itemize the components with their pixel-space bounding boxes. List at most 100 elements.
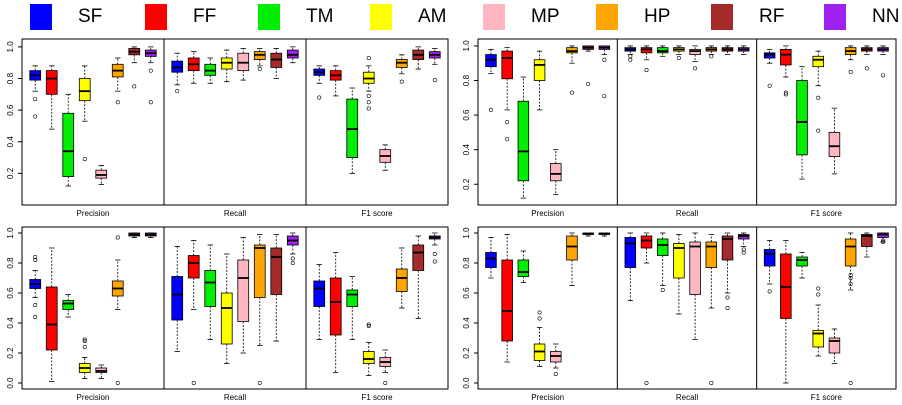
outlier-point (366, 100, 371, 105)
chart-legend: SF FF TM AM MP HP RF NN (0, 0, 902, 34)
outlier-point (366, 323, 371, 328)
y-tick-label: 0.4 (462, 144, 471, 156)
outlier-point (783, 92, 788, 97)
outlier-point (881, 238, 886, 243)
box-rf (412, 46, 425, 70)
box-ff (640, 45, 653, 73)
outlier-point (257, 380, 262, 385)
legend-swatch (258, 4, 280, 30)
outlier-point (569, 90, 574, 95)
box-tm (796, 66, 808, 180)
outlier-point (725, 295, 730, 300)
box-hp (844, 45, 857, 74)
outlier-point (33, 302, 38, 307)
box-ff (187, 51, 200, 84)
outlier-point (741, 250, 746, 255)
box-tm (517, 76, 530, 199)
outlier-point (660, 288, 665, 293)
box-am (362, 55, 375, 111)
x-group-label: Recall (676, 393, 698, 402)
box-mp (550, 149, 562, 196)
box-rf (721, 232, 734, 310)
legend-label: NN (872, 6, 900, 27)
box-iqr (45, 70, 58, 95)
outlier-point (175, 89, 180, 94)
box-iqr (812, 55, 824, 68)
legend-label: MP (531, 6, 560, 27)
outlier-point (366, 322, 371, 327)
box-tm (517, 250, 530, 283)
legend-swatch (370, 4, 392, 30)
box-mp (95, 165, 108, 185)
y-tick-label: 1.0 (6, 227, 15, 239)
box-hp (566, 45, 578, 95)
outlier-point (148, 68, 153, 73)
outlier-point (725, 305, 730, 310)
x-group-label: F1 score (361, 393, 393, 402)
x-group-label: F1 score (361, 209, 393, 218)
box-iqr (395, 268, 408, 292)
box-nn (598, 232, 611, 237)
box-nn (428, 232, 441, 264)
box-am (362, 322, 375, 376)
box-rf (582, 232, 594, 237)
box-iqr (689, 241, 701, 295)
outlier-point (82, 337, 87, 342)
box-iqr (237, 259, 250, 322)
box-mp (689, 232, 701, 340)
x-group-label: Precision (77, 393, 110, 402)
box-am (673, 45, 685, 61)
y-tick-label: 0.4 (6, 317, 15, 329)
box-sf (624, 45, 637, 62)
box-iqr (780, 48, 792, 66)
outlier-point (676, 56, 681, 61)
box-nn (877, 45, 889, 78)
outlier-point (432, 252, 437, 257)
box-rf (412, 235, 425, 319)
legend-label: TM (306, 6, 334, 27)
box-ff (329, 65, 342, 97)
outlier-point (82, 157, 87, 162)
box-iqr (812, 330, 824, 348)
box-hp (253, 48, 266, 72)
box-ff (329, 252, 342, 373)
y-tick-label: 0.6 (6, 104, 15, 116)
legend-label: RF (759, 6, 785, 27)
outlier-point (693, 66, 698, 71)
box-nn (286, 46, 299, 64)
outlier-point (537, 310, 542, 315)
outlier-point (399, 79, 404, 84)
box-iqr (313, 280, 326, 307)
box-iqr (673, 243, 685, 279)
box-iqr (412, 244, 425, 271)
x-group-label: Precision (531, 393, 564, 402)
box-nn (877, 232, 889, 245)
y-tick-label: 1.0 (462, 227, 471, 239)
outlier-point (864, 66, 869, 71)
box-iqr (501, 50, 513, 80)
box-ff (187, 240, 200, 385)
outlier-point (505, 137, 510, 142)
y-tick-label: 0.2 (6, 167, 15, 179)
box-iqr (45, 286, 58, 351)
y-tick-label: 0.2 (462, 347, 471, 359)
box-sf (485, 237, 497, 279)
y-tick-label: 1.0 (6, 41, 15, 53)
box-nn (144, 46, 157, 105)
y-tick-label: 0.8 (462, 74, 471, 86)
box-ff (780, 240, 792, 384)
box-tm (204, 57, 217, 84)
box-tm (204, 244, 217, 340)
outlier-point (290, 256, 295, 261)
box-sf (313, 65, 326, 100)
y-tick-label: 1.0 (462, 40, 471, 52)
y-tick-label: 0.8 (6, 257, 15, 269)
box-iqr (796, 80, 808, 156)
box-sf (763, 48, 776, 88)
box-mp (237, 237, 250, 354)
box-nn (737, 45, 750, 55)
y-tick-label: 0.2 (6, 347, 15, 359)
legend-swatch (596, 4, 618, 30)
box-iqr (721, 235, 734, 261)
box-iqr (187, 255, 200, 279)
